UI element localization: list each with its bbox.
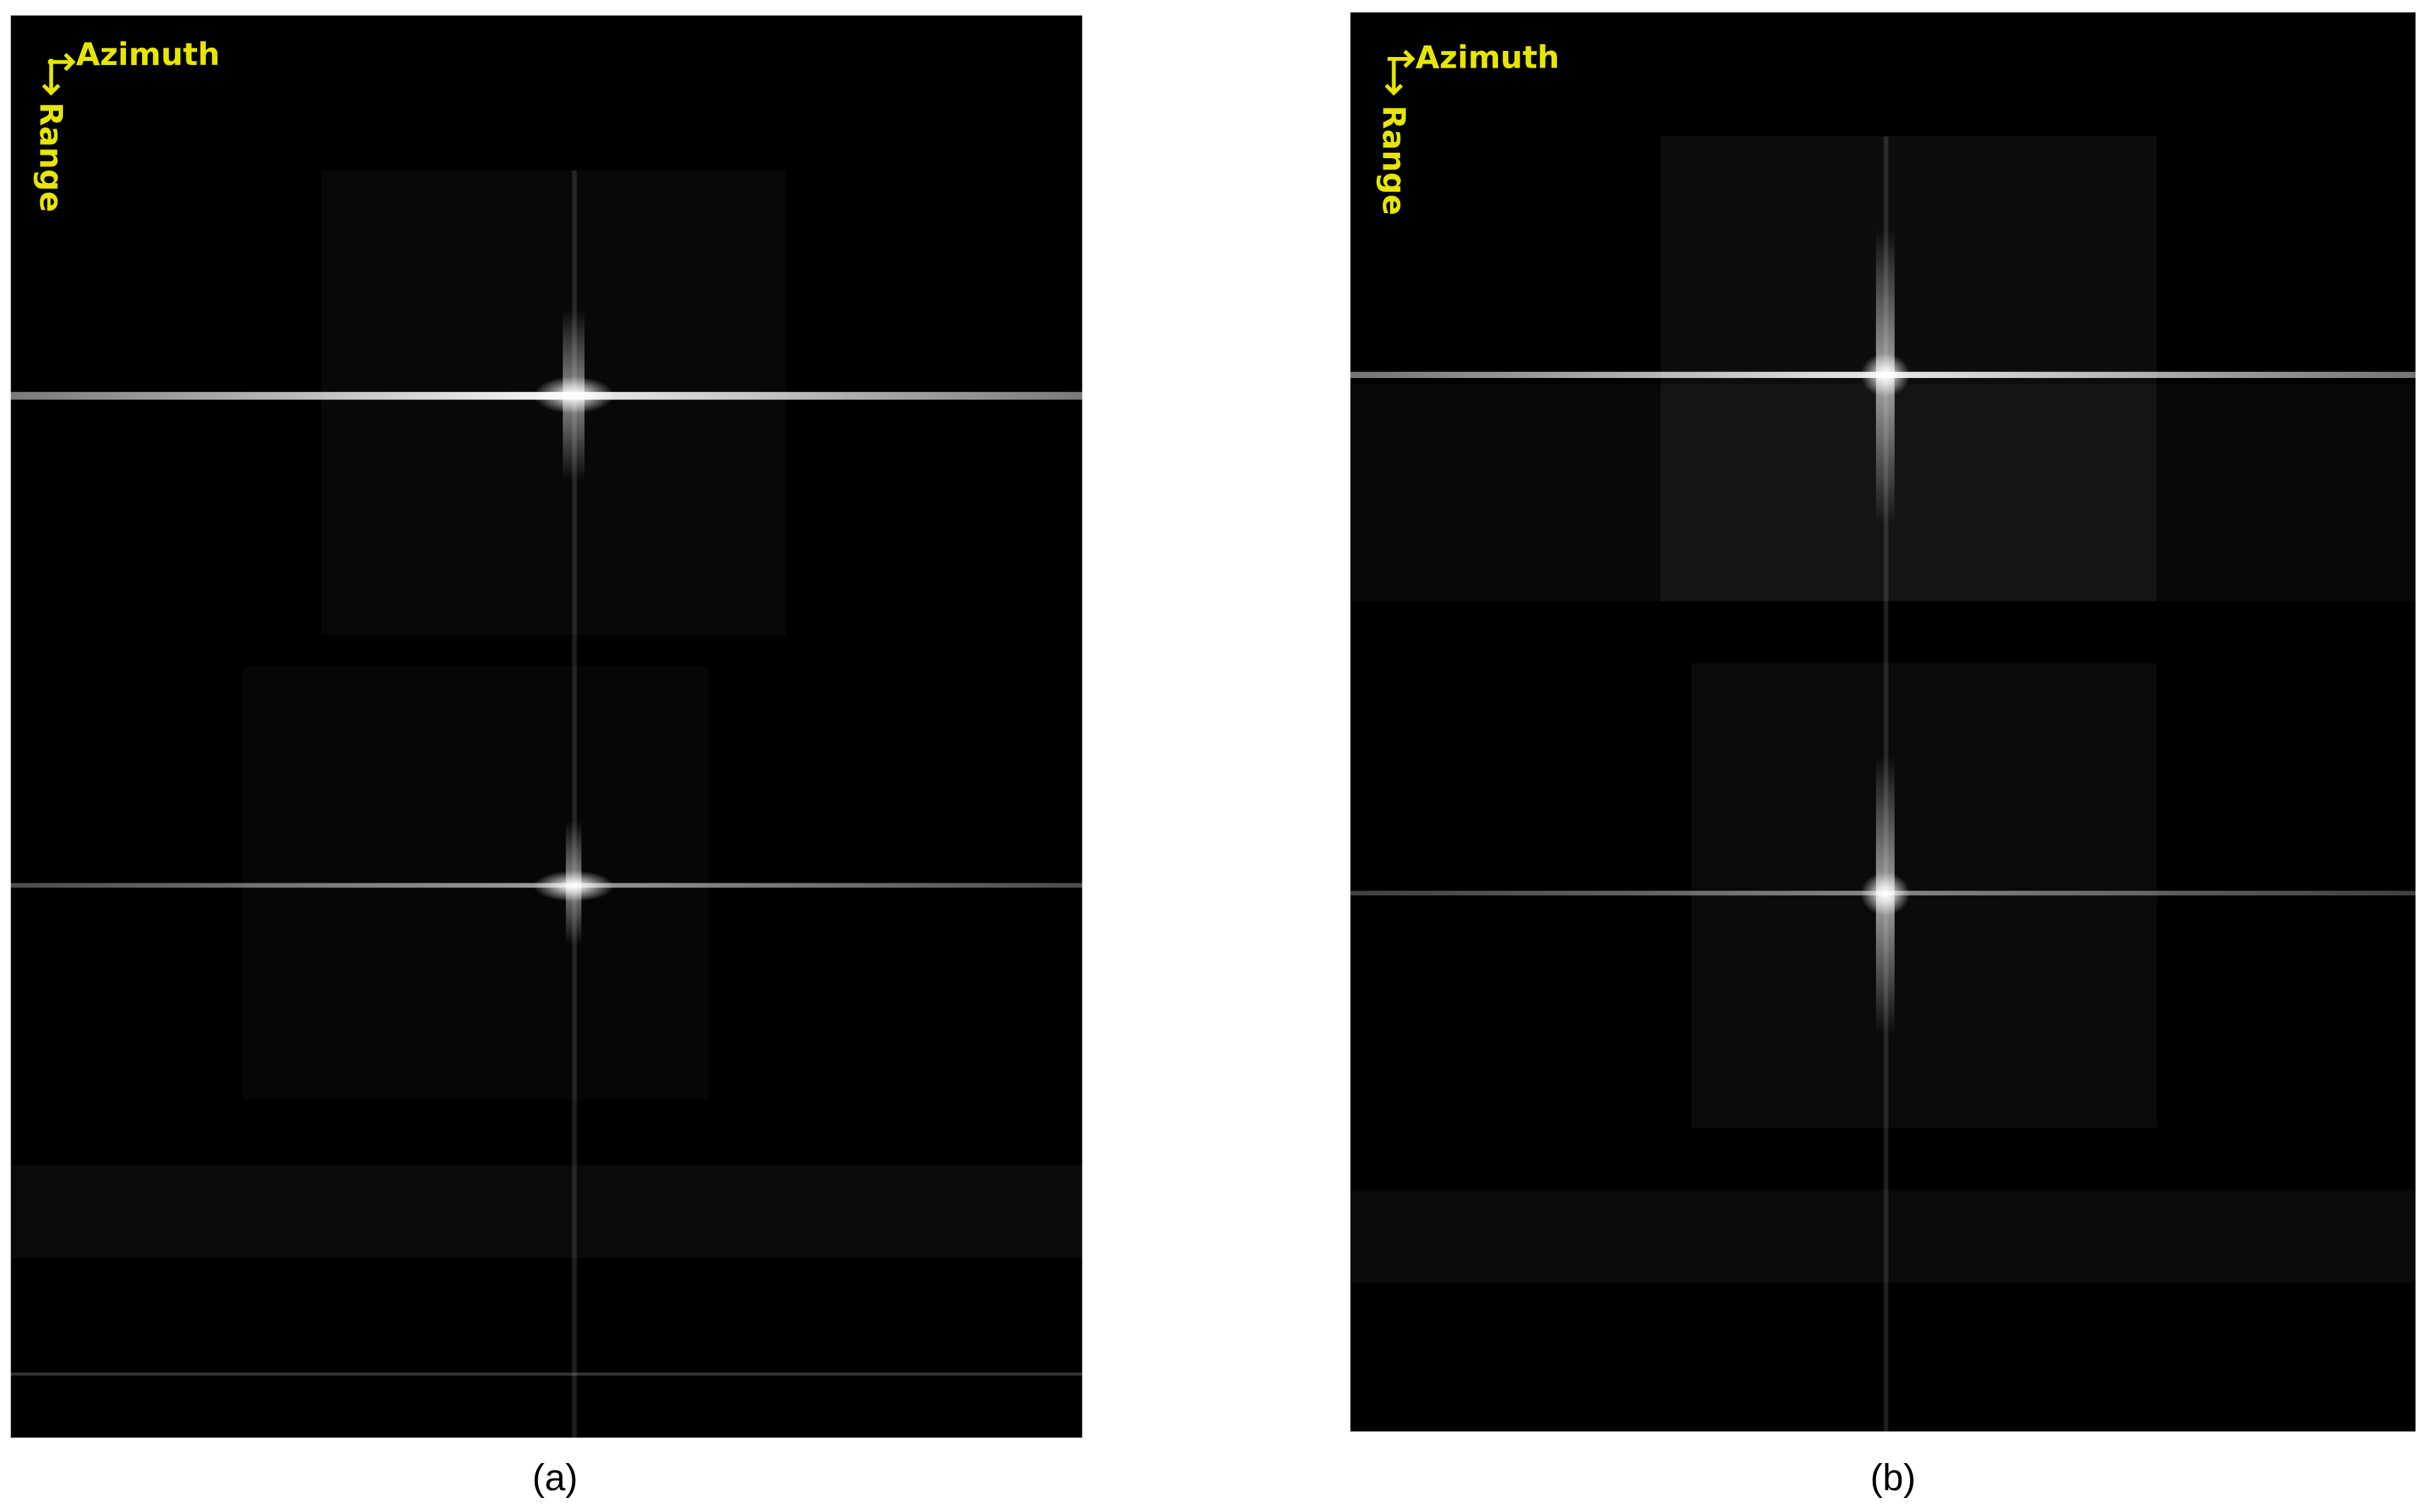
range-line (11, 1372, 1082, 1376)
azimuth-label: Azimuth (1416, 40, 1560, 76)
panel-a: Azimuth Range (11, 15, 1082, 1438)
point-target (533, 376, 615, 414)
sidelobe-haze (11, 1165, 1082, 1258)
range-label: Range (33, 103, 69, 212)
image-background (11, 15, 1082, 1438)
panel-b: Azimuth Range (1350, 12, 2416, 1432)
panel-caption: (b) (1870, 1457, 1916, 1499)
sidelobe-haze (1350, 1190, 2416, 1283)
azimuth-arrow (1387, 50, 1416, 68)
azimuth-label: Azimuth (76, 36, 220, 72)
point-target (533, 871, 615, 902)
range-arrow (1384, 58, 1404, 96)
range-arrow (42, 58, 60, 96)
point-target (1860, 872, 1910, 916)
point-target (1860, 353, 1910, 397)
azimuth-line (572, 170, 577, 1438)
panel-caption: (a) (532, 1457, 578, 1499)
range-label: Range (1375, 105, 1412, 215)
